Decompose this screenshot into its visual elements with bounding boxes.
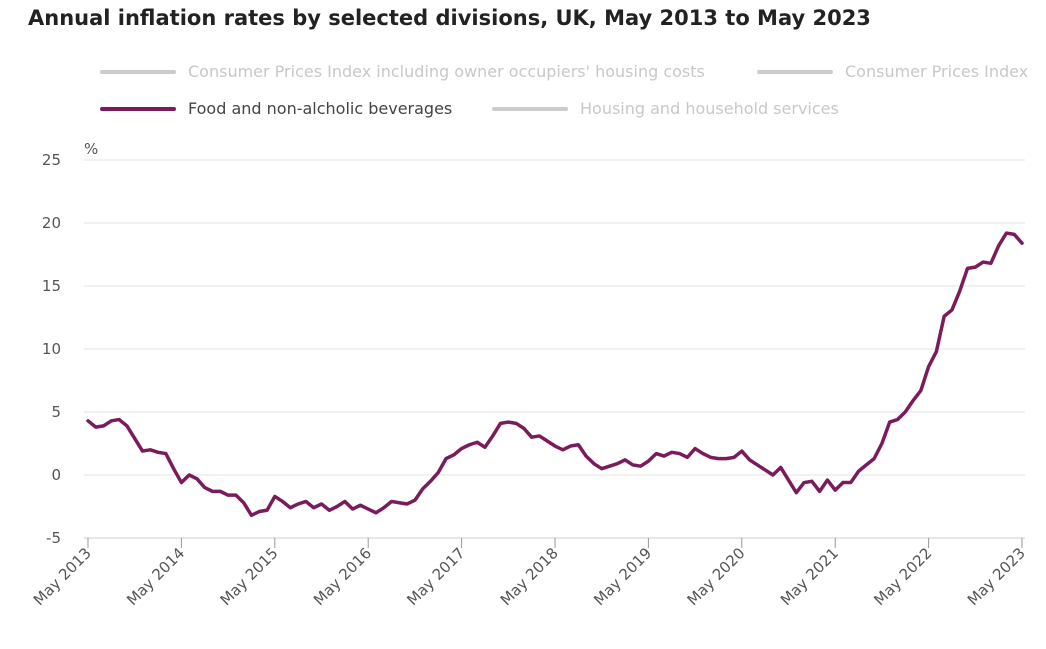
legend-item-food[interactable]: Food and non-alcholic beverages (100, 99, 452, 118)
x-tick-label: May 2023 (964, 544, 1029, 609)
x-tick-label: May 2018 (497, 544, 562, 609)
y-tick-label: 20 (42, 214, 61, 232)
y-tick-label: -5 (46, 529, 61, 547)
gridlines (84, 159, 1025, 539)
legend-swatch (492, 106, 568, 111)
chart-title: Annual inflation rates by selected divis… (28, 6, 871, 30)
x-tick-label: May 2020 (684, 544, 749, 609)
x-tick-label: May 2022 (870, 544, 935, 609)
y-axis-unit-label: % (84, 140, 98, 158)
x-tick-label: May 2016 (310, 544, 375, 609)
y-tick-label: 15 (42, 277, 61, 295)
y-tick-label: 10 (42, 340, 61, 358)
x-tick-label: May 2013 (30, 544, 95, 609)
legend-label: Food and non-alcholic beverages (188, 99, 453, 118)
x-tick-label: May 2015 (217, 544, 282, 609)
legend-item-cpih[interactable]: Consumer Prices Index including owner oc… (100, 62, 705, 81)
legend-swatch (100, 69, 176, 74)
x-tick-label: May 2019 (590, 544, 655, 609)
legend-swatch (100, 106, 176, 111)
x-axis-ticks: May 2013 May 2014 May 2015 May 2016 May 2017… (30, 538, 1029, 609)
legend-label: Housing and household services (580, 99, 839, 118)
chart-legend: Consumer Prices Index including owner oc… (0, 0, 1046, 130)
y-tick-label: 25 (42, 151, 61, 169)
legend-label: Consumer Prices Index (845, 62, 1029, 81)
legend-swatch (757, 69, 833, 74)
y-tick-label: 5 (51, 403, 61, 421)
x-tick-label: May 2014 (123, 544, 188, 609)
legend-item-housing[interactable]: Housing and household services (492, 99, 839, 118)
legend-item-cpi[interactable]: Consumer Prices Index (757, 62, 1028, 81)
series-line-food[interactable] (86, 231, 1024, 518)
x-tick-label: May 2021 (777, 544, 842, 609)
y-axis-ticks: 25 20 15 10 5 0 -5 (42, 151, 61, 547)
y-tick-label: 0 (51, 466, 61, 484)
x-tick-label: May 2017 (403, 544, 468, 609)
legend-label: Consumer Prices Index including owner oc… (188, 62, 705, 81)
series-group (86, 231, 1024, 518)
